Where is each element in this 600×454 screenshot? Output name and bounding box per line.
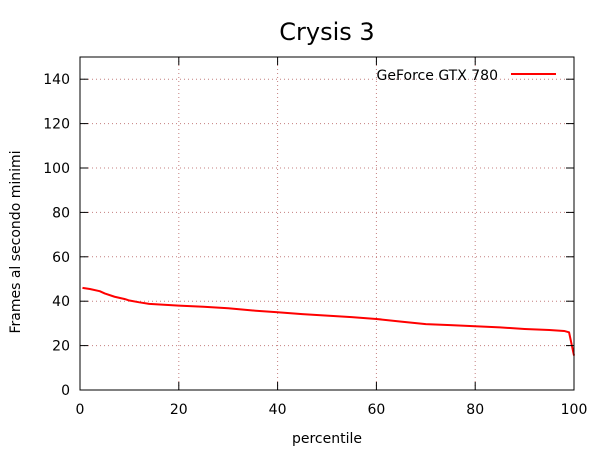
y-tick-label-40: 40 (52, 294, 70, 310)
y-tick-label-20: 20 (52, 339, 70, 355)
y-axis-label: Frames al secondo minimi (8, 150, 24, 333)
x-tick-label-60: 60 (367, 402, 385, 418)
x-tick-label-0: 0 (76, 402, 85, 418)
plot-frame (79, 56, 575, 391)
x-tick-label-80: 80 (466, 402, 484, 418)
x-tick-label-100: 100 (561, 402, 588, 418)
x-tick-label-20: 20 (170, 402, 188, 418)
grid-lines (80, 57, 574, 390)
y-tick-label-140: 140 (43, 72, 70, 88)
y-tick-label-100: 100 (43, 161, 70, 177)
y-tick-label-120: 120 (43, 117, 70, 133)
x-tick-label-40: 40 (269, 402, 287, 418)
y-tick-label-60: 60 (52, 250, 70, 266)
axis-ticks: 0 20 40 60 80 100 120 140 0 20 40 60 80 100 (43, 57, 587, 418)
series-lines (82, 286, 575, 356)
series-line-0 (82, 286, 575, 356)
legend: GeForce GTX 780 (377, 68, 556, 84)
legend-label-gtx-780: GeForce GTX 780 (377, 68, 498, 84)
chart-title: Crysis 3 (279, 18, 374, 46)
x-axis-label: percentile (292, 431, 362, 447)
y-tick-label-0: 0 (61, 383, 70, 399)
y-tick-label-80: 80 (52, 205, 70, 221)
